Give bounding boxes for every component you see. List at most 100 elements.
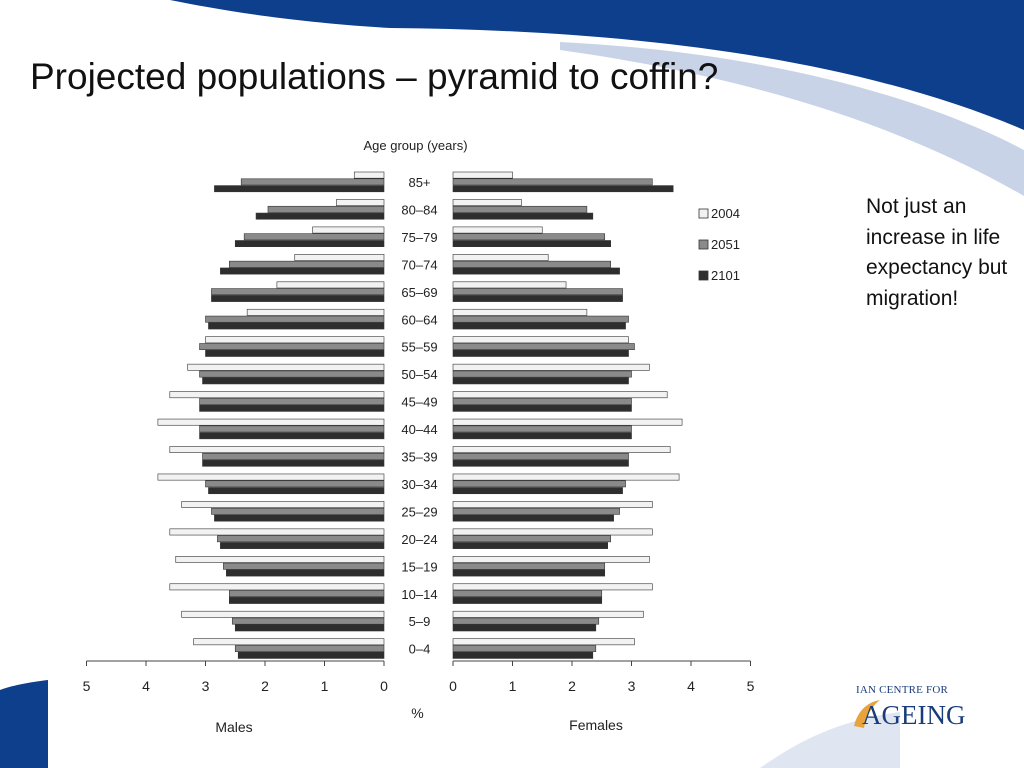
- female-bar-2101: [452, 377, 629, 385]
- female-bar-2051: [452, 205, 588, 213]
- female-bar-2051: [452, 480, 626, 488]
- age-group-label: 40–44: [401, 422, 437, 437]
- female-bar-2051: [452, 645, 597, 652]
- male-bar-2051: [211, 507, 385, 515]
- male-bar-2004: [175, 555, 385, 563]
- male-bar-2004: [169, 528, 385, 536]
- male-bar-2101: [205, 349, 385, 357]
- logo-text-top: IAN CENTRE FOR: [856, 684, 949, 696]
- male-bar-2004: [336, 199, 385, 206]
- male-bar-2101: [214, 514, 385, 522]
- age-group-label: 50–54: [401, 367, 437, 382]
- bottom-left-banner: [0, 680, 48, 768]
- male-bar-2101: [229, 597, 385, 604]
- male-tick-label: 3: [202, 678, 210, 694]
- female-bar-2004: [452, 254, 549, 261]
- female-bar-2101: [452, 569, 606, 577]
- female-bar-2051: [452, 343, 635, 350]
- female-bar-2004: [452, 473, 680, 481]
- male-bar-2051: [231, 617, 385, 625]
- female-bar-2101: [452, 432, 632, 440]
- male-bar-2051: [199, 425, 385, 433]
- male-bar-2004: [312, 226, 385, 234]
- male-bar-2051: [243, 233, 385, 241]
- bar-layer: [157, 171, 683, 659]
- age-group-label: 70–74: [401, 257, 437, 272]
- male-bar-2101: [214, 185, 385, 193]
- female-bar-2051: [452, 452, 629, 460]
- males-label: Males: [215, 719, 252, 735]
- male-bar-2051: [199, 370, 385, 378]
- female-bar-2101: [452, 514, 614, 522]
- female-bar-2051: [452, 617, 600, 625]
- legend-swatch-2051: [698, 239, 709, 250]
- male-tick-label: 0: [380, 678, 388, 694]
- male-bar-2051: [267, 205, 385, 213]
- male-bar-2004: [246, 308, 385, 316]
- male-bar-2051: [211, 288, 385, 296]
- male-tick-label: 5: [83, 678, 91, 694]
- male-bar-2004: [169, 583, 385, 591]
- female-bar-2051: [452, 562, 606, 570]
- female-bar-2004: [452, 336, 629, 344]
- female-bar-2101: [452, 185, 674, 193]
- female-bar-2004: [452, 610, 644, 618]
- label-layer: 5 4 3 2 1 0 0 1 2 3 4 5 Age group (years)% Males Femal…: [83, 138, 755, 735]
- female-tick-label: 5: [747, 678, 755, 694]
- female-bar-2051: [452, 178, 653, 186]
- logo-swoosh-icon: [854, 700, 880, 728]
- male-bar-2101: [255, 212, 385, 220]
- male-bar-2004: [181, 610, 385, 618]
- female-bar-2051: [452, 590, 603, 598]
- female-bar-2004: [452, 501, 653, 508]
- male-tick-label: 4: [142, 678, 150, 694]
- age-group-label: 15–19: [401, 559, 437, 574]
- female-bar-2101: [452, 322, 626, 330]
- male-bar-2101: [234, 624, 385, 632]
- female-bar-2004: [452, 638, 635, 646]
- legend-swatch-2004: [698, 208, 709, 219]
- male-bar-2004: [294, 254, 385, 261]
- male-bar-2101: [199, 432, 385, 440]
- female-tick-label: 3: [628, 678, 636, 694]
- age-group-label: 55–59: [401, 340, 437, 355]
- male-bar-2101: [234, 240, 385, 247]
- male-bar-2051: [202, 452, 385, 460]
- female-bar-2051: [452, 370, 632, 378]
- male-bar-2051: [205, 315, 385, 323]
- male-bar-2101: [226, 569, 385, 577]
- male-bar-2051: [234, 645, 385, 652]
- age-group-label: 80–84: [401, 202, 437, 217]
- legend-label-2051: 2051: [711, 237, 740, 252]
- female-tick-label: 4: [687, 678, 695, 694]
- female-bar-2004: [452, 363, 650, 371]
- top-banner-swoosh: [170, 0, 1024, 130]
- male-bar-2101: [211, 295, 385, 302]
- male-bar-2051: [229, 590, 385, 598]
- female-bar-2004: [452, 308, 588, 316]
- male-bar-2051: [205, 480, 385, 488]
- age-group-label: 0–4: [409, 642, 431, 657]
- male-bar-2101: [202, 459, 385, 467]
- female-bar-2101: [452, 597, 603, 604]
- male-bar-2004: [169, 446, 385, 453]
- female-bar-2004: [452, 528, 653, 536]
- females-label: Females: [569, 717, 623, 733]
- male-bar-2051: [199, 343, 385, 350]
- male-bar-2004: [187, 363, 385, 371]
- logo-text-main: AGEING: [862, 700, 966, 730]
- female-bar-2101: [452, 349, 629, 357]
- male-bar-2101: [237, 651, 385, 659]
- female-tick-label: 2: [568, 678, 576, 694]
- age-group-label: 60–64: [401, 312, 437, 327]
- legend: 2004 2051 2101: [698, 206, 740, 283]
- female-bar-2101: [452, 240, 611, 247]
- female-bar-2101: [452, 267, 620, 275]
- female-bar-2004: [452, 226, 543, 234]
- age-group-label: 10–14: [401, 587, 437, 602]
- age-group-label: 85+: [408, 175, 430, 190]
- legend-swatch-2101: [698, 270, 709, 281]
- female-bar-2101: [452, 651, 594, 659]
- female-bar-2101: [452, 542, 608, 549]
